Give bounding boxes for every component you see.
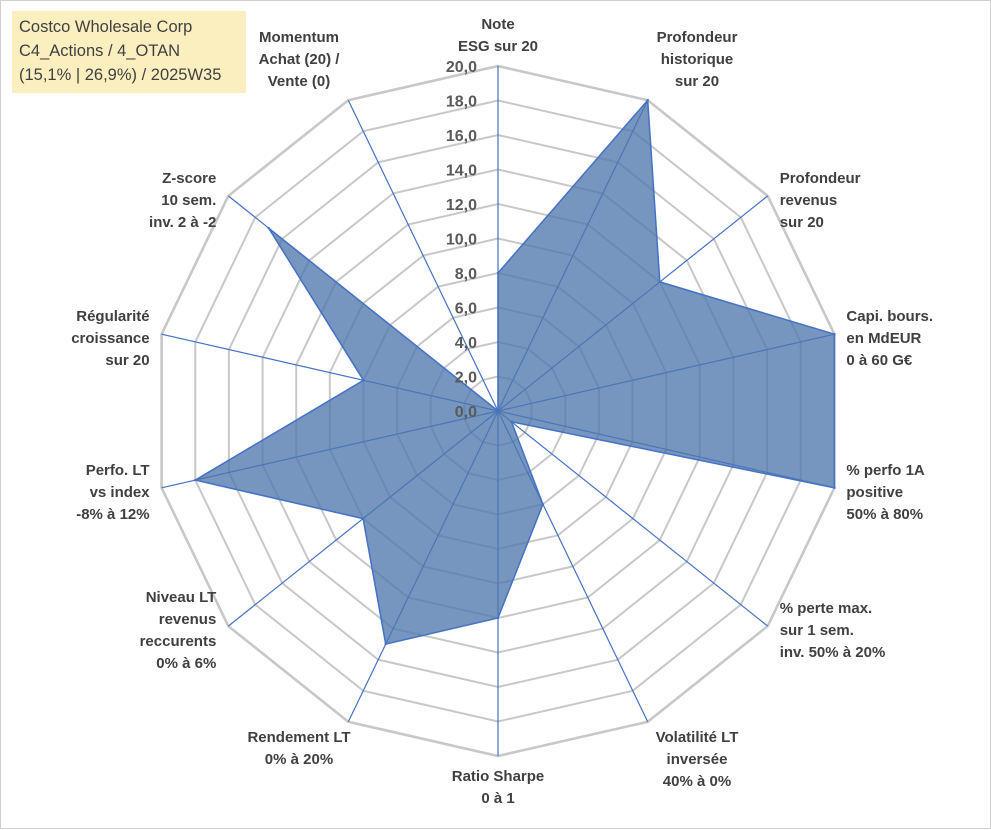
axis-label-line: reccurents [140, 633, 217, 650]
axis-label-line: Niveau LT [146, 589, 217, 606]
axis-label-line: revenus [780, 192, 838, 209]
axis-label-9: Niveau LT revenus reccurents 0% à 6% [140, 589, 217, 672]
data-point-0 [496, 271, 500, 275]
axis-label-line: Momentum [259, 29, 339, 46]
axis-label-line: -8% à 12% [76, 506, 149, 523]
axis-label-line: revenus [159, 611, 217, 628]
tick-label-5: 10,0 [446, 232, 477, 249]
axis-label-line: Z-score [162, 170, 216, 187]
axis-label-line: 0 à 1 [481, 790, 514, 807]
axis-label-line: Rendement LT [247, 729, 350, 746]
data-point-5 [510, 420, 513, 423]
data-point-9 [361, 517, 365, 520]
axis-label-line: % perte max. [780, 600, 873, 617]
axis-label-13: Momentum Achat (20) / Vente (0) [259, 29, 341, 90]
tick-label-8: 16,0 [446, 128, 477, 145]
data-point-10 [194, 478, 197, 482]
axis-label-line: ESG sur 20 [458, 38, 538, 55]
axis-label-10: Perfo. LT vs index -8% à 12% [76, 462, 150, 523]
axis-label-line: Profondeur [657, 29, 738, 46]
axis-label-line: sur 20 [105, 352, 149, 369]
data-point-12 [267, 227, 270, 230]
data-point-1 [646, 99, 649, 102]
spoke-13 [347, 99, 499, 412]
title-box: Costco Wholesale Corp C4_Actions / 4_OTA… [12, 11, 246, 93]
tick-label-7: 14,0 [446, 163, 477, 180]
axis-label-5: % perte max. sur 1 sem. inv. 50% à 20% [780, 600, 886, 661]
title-line-category: C4_Actions / 4_OTAN [19, 42, 181, 60]
axis-label-line: 0 à 60 G€ [846, 352, 913, 369]
axis-label-line: 10 sem. [161, 192, 216, 209]
data-point-3 [833, 333, 836, 336]
data-point-11 [362, 379, 365, 382]
title-line-stats: (15,1% | 26,9%) / 2025W35 [19, 66, 222, 84]
axis-label-line: % perfo 1A [846, 462, 925, 479]
axis-label-line: 0% à 20% [265, 751, 333, 768]
axis-label-line: inv. 2 à -2 [149, 214, 216, 231]
data-point-8 [384, 642, 387, 646]
axis-label-line: positive [846, 484, 903, 501]
axis-label-line: Achat (20) / [259, 51, 341, 68]
data-point-7 [496, 616, 500, 620]
axis-label-line: Régularité [76, 308, 149, 325]
axis-label-line: inversée [667, 751, 728, 768]
axis-label-line: vs index [90, 484, 151, 501]
axis-label-line: 40% à 0% [663, 773, 731, 790]
axis-label-line: Profondeur [780, 170, 861, 187]
tick-label-2: 4,0 [455, 335, 477, 352]
tick-label-1: 2,0 [455, 370, 477, 387]
axis-label-line: sur 20 [675, 73, 719, 90]
data-point-6 [541, 503, 545, 506]
axis-label-line: sur 1 sem. [780, 622, 854, 639]
tick-label-10: 20,0 [446, 59, 477, 76]
axis-label-line: Capi. bours. [846, 308, 933, 325]
series-layer [193, 98, 836, 646]
tick-label-layer: 0,0 2,0 4,0 6,0 8,0 10,0 12,0 14,0 16,0 18,0 20,0 [446, 59, 477, 421]
axis-label-line: Ratio Sharpe [452, 768, 545, 785]
axis-label-line: inv. 50% à 20% [780, 644, 886, 661]
axis-label-line: historique [661, 51, 734, 68]
axis-label-line: Vente (0) [268, 73, 331, 90]
axis-label-line: croissance [71, 330, 149, 347]
axis-label-7: Ratio Sharpe 0 à 1 [452, 768, 545, 807]
axis-label-8: Rendement LT 0% à 20% [247, 729, 350, 768]
axis-label-0: Note ESG sur 20 [458, 16, 538, 55]
axis-label-12: Z-score 10 sem. inv. 2 à -2 [149, 170, 216, 231]
axis-label-2: Profondeur revenus sur 20 [780, 170, 861, 231]
tick-label-0: 0,0 [455, 404, 477, 421]
axis-label-line: 0% à 6% [156, 655, 216, 672]
series-area [193, 98, 836, 646]
tick-label-4: 8,0 [455, 266, 477, 283]
axis-label-line: 50% à 80% [846, 506, 923, 523]
data-point-13 [496, 409, 500, 413]
axis-label-line: sur 20 [780, 214, 824, 231]
axis-label-layer: Note ESG sur 20 Profondeur historique sur 20… [71, 16, 933, 807]
data-point-4 [833, 486, 836, 489]
axis-label-line: Perfo. LT [86, 462, 150, 479]
title-line-company: Costco Wholesale Corp [19, 18, 193, 36]
axis-label-3: Capi. bours. en MdEUR 0 à 60 G€ [846, 308, 933, 369]
axis-label-line: Note [481, 16, 514, 33]
data-point-2 [658, 280, 661, 284]
tick-label-6: 12,0 [446, 197, 477, 214]
axis-label-line: Volatilité LT [656, 729, 739, 746]
axis-label-4: % perfo 1A positive 50% à 80% [846, 462, 925, 523]
axis-label-6: Volatilité LT inversée 40% à 0% [656, 729, 739, 790]
tick-label-9: 18,0 [446, 94, 477, 111]
tick-label-3: 6,0 [455, 301, 477, 318]
spoke-5 [497, 410, 769, 627]
axis-label-11: Régularité croissance sur 20 [71, 308, 149, 369]
axis-label-1: Profondeur historique sur 20 [657, 29, 738, 90]
axis-label-line: en MdEUR [846, 330, 921, 347]
